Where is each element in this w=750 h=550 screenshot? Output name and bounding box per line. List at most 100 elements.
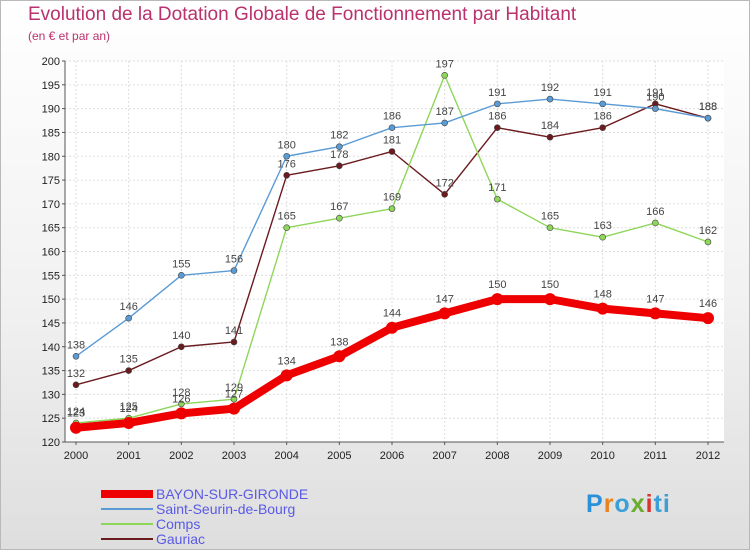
- data-label: 141: [225, 325, 243, 337]
- data-label: 182: [330, 130, 348, 142]
- data-label: 197: [435, 58, 453, 70]
- data-point: [125, 314, 132, 322]
- logo-letter: o: [614, 490, 631, 518]
- data-point: [388, 205, 396, 212]
- data-label: 132: [67, 368, 85, 380]
- data-point: [599, 233, 606, 241]
- data-point: [72, 352, 80, 360]
- data-label: 125: [119, 401, 137, 413]
- data-point: [72, 381, 80, 389]
- data-point: [544, 293, 556, 306]
- data-point: [652, 105, 659, 112]
- x-tick-label: 2012: [696, 450, 720, 462]
- y-tick-label: 170: [42, 199, 60, 211]
- logo-letter: P: [586, 490, 604, 518]
- data-point: [546, 95, 554, 103]
- chart-title: Evolution de la Dotation Globale de Fonc…: [28, 4, 577, 25]
- logo-letter: x: [630, 490, 646, 518]
- chart-subtitle: (en € et par an): [28, 29, 111, 43]
- data-label: 184: [541, 120, 559, 132]
- x-tick-label: 2000: [64, 450, 88, 462]
- data-point: [441, 119, 448, 127]
- data-point: [336, 143, 343, 151]
- data-label: 169: [383, 192, 401, 204]
- data-point: [494, 195, 501, 203]
- data-label: 191: [488, 87, 506, 99]
- legend-label: Gauriac: [156, 531, 205, 547]
- data-point: [704, 114, 712, 122]
- data-label: 156: [225, 254, 243, 266]
- data-label: 135: [119, 354, 137, 366]
- data-label: 140: [172, 330, 190, 342]
- data-point: [230, 338, 238, 346]
- data-label: 124: [67, 406, 85, 418]
- data-point: [596, 302, 609, 315]
- data-point: [494, 100, 501, 108]
- data-label: 191: [593, 87, 611, 99]
- y-tick-label: 160: [42, 247, 60, 259]
- y-tick-label: 125: [42, 413, 60, 425]
- data-label: 163: [593, 220, 611, 232]
- x-tick-label: 2001: [116, 450, 140, 462]
- x-tick-label: 2002: [169, 450, 193, 462]
- legend-label: Comps: [156, 516, 200, 532]
- data-label: 155: [172, 258, 190, 270]
- data-label: 167: [330, 201, 348, 213]
- x-tick-label: 2005: [327, 450, 351, 462]
- data-point: [283, 224, 290, 231]
- y-tick-label: 185: [42, 127, 60, 139]
- data-point: [178, 343, 185, 351]
- x-tick-label: 2006: [380, 450, 404, 462]
- y-tick-label: 140: [42, 342, 60, 354]
- data-label: 186: [488, 111, 506, 123]
- data-point: [599, 100, 606, 108]
- data-point: [438, 307, 451, 320]
- y-tick-label: 200: [42, 56, 60, 68]
- logo-letter: ti: [653, 490, 671, 518]
- data-point: [599, 124, 606, 131]
- data-label: 176: [277, 158, 295, 170]
- data-point: [333, 350, 346, 363]
- data-point: [283, 152, 290, 160]
- x-tick-label: 2009: [538, 450, 562, 462]
- data-point: [336, 162, 343, 170]
- y-tick-label: 135: [42, 366, 60, 378]
- data-label: 186: [593, 111, 611, 123]
- data-label: 187: [435, 106, 453, 118]
- data-label: 188: [699, 101, 717, 113]
- data-point: [178, 272, 185, 279]
- data-point: [280, 369, 293, 382]
- data-label: 162: [699, 225, 717, 237]
- data-point: [125, 367, 132, 374]
- data-label: 181: [383, 134, 401, 146]
- y-tick-label: 180: [42, 151, 60, 163]
- data-label: 134: [277, 355, 295, 367]
- y-tick-label: 150: [42, 294, 60, 306]
- data-point: [388, 148, 396, 155]
- data-point: [704, 238, 712, 246]
- data-label: 128: [172, 387, 190, 399]
- data-label: 178: [330, 149, 348, 161]
- data-label: 147: [435, 293, 453, 305]
- data-point: [652, 219, 659, 227]
- data-label: 127: [225, 389, 243, 401]
- data-label: 191: [646, 87, 664, 99]
- data-label: 172: [435, 177, 453, 189]
- x-tick-label: 2004: [274, 450, 298, 462]
- data-point: [649, 307, 662, 320]
- y-tick-label: 120: [42, 437, 60, 449]
- data-label: 186: [383, 111, 401, 123]
- data-label: 150: [488, 279, 506, 291]
- data-point: [386, 321, 398, 334]
- legend-label: BAYON-SUR-GIRONDE: [156, 486, 308, 502]
- data-label: 123: [67, 408, 85, 420]
- data-label: 192: [541, 82, 559, 94]
- data-point: [230, 267, 238, 274]
- data-label: 129: [225, 382, 243, 394]
- y-tick-label: 190: [42, 104, 60, 116]
- x-tick-label: 2007: [432, 450, 456, 462]
